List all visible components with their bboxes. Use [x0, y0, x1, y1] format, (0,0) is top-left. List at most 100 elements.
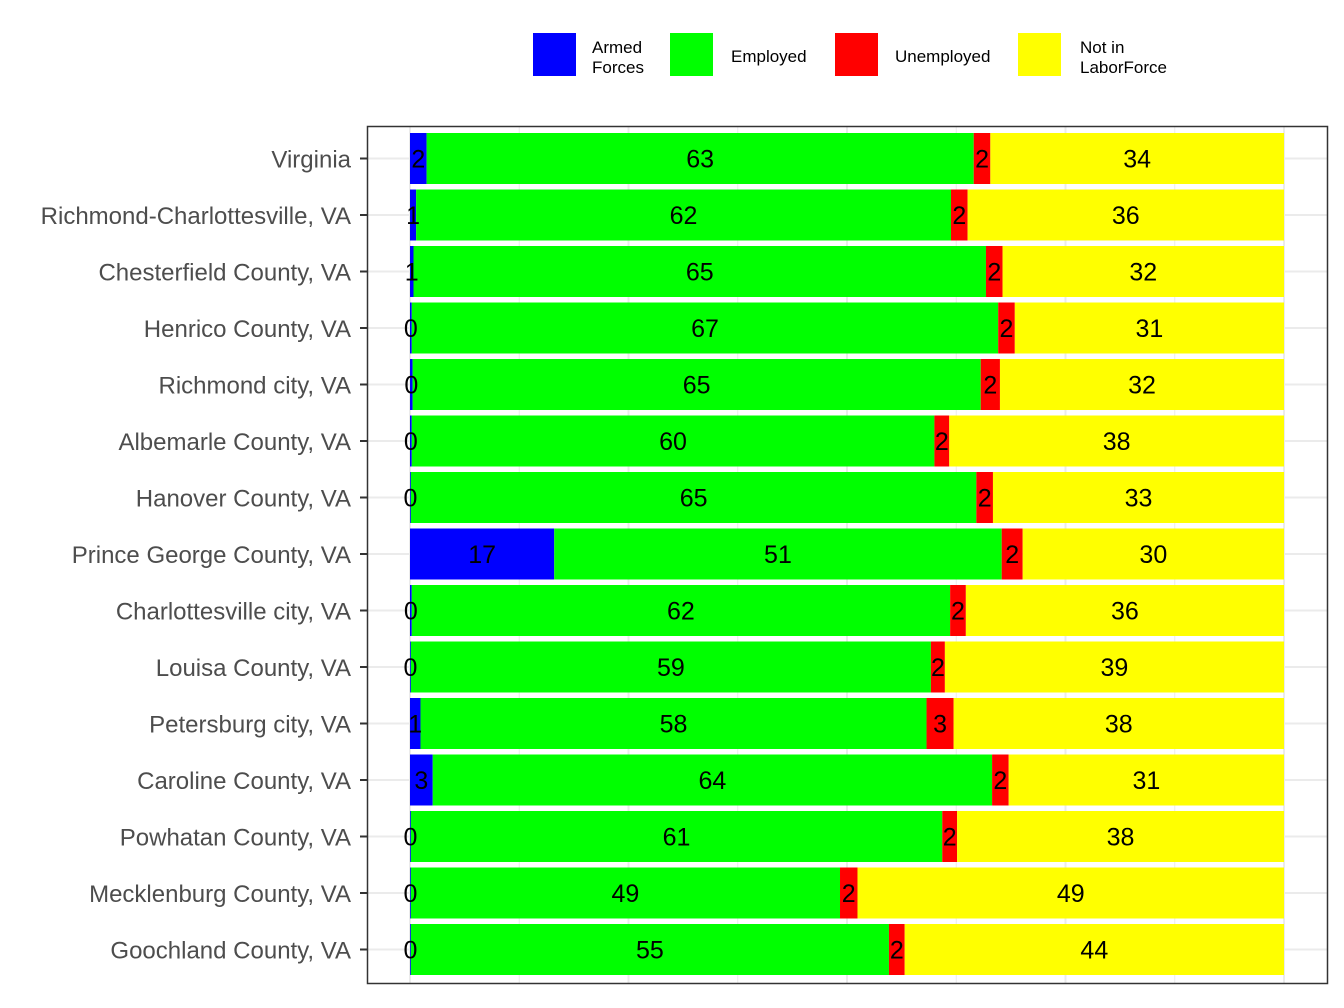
data-label-armed-forces: 17 [468, 541, 496, 569]
data-label-not-in-labor-force: 34 [1123, 146, 1151, 174]
bar-segment-unemployed [926, 698, 954, 749]
data-label-not-in-labor-force: 39 [1101, 654, 1129, 682]
bar-segment-not-in-labor-force [990, 133, 1284, 184]
bar-segment-armed-forces [410, 528, 555, 580]
data-label-unemployed: 2 [943, 824, 957, 852]
data-label-not-in-labor-force: 33 [1125, 485, 1153, 513]
data-label-unemployed: 2 [951, 598, 965, 626]
data-label-not-in-labor-force: 44 [1080, 937, 1108, 965]
y-tick-label: Caroline County, VA [137, 768, 351, 795]
data-label-armed-forces: 0 [403, 654, 417, 682]
data-label-unemployed: 2 [842, 880, 856, 908]
bar-segment-not-in-labor-force [965, 585, 1284, 636]
y-tick-label: Albemarle County, VA [118, 429, 351, 456]
bar-segment-employed [416, 189, 952, 241]
bar-segment-employed [554, 528, 1002, 580]
data-label-employed: 64 [698, 767, 726, 795]
y-tick-label: Powhatan County, VA [120, 825, 351, 852]
bar-segment-armed-forces [410, 867, 411, 919]
y-tick-label: Hanover County, VA [136, 486, 351, 513]
bar-segment-armed-forces [410, 415, 412, 467]
bar-segment-employed [410, 472, 977, 523]
data-label-not-in-labor-force: 38 [1107, 824, 1135, 852]
data-label-not-in-labor-force: 31 [1132, 767, 1160, 795]
bar-segment-unemployed [930, 641, 945, 693]
data-label-not-in-labor-force: 30 [1139, 541, 1167, 569]
bar-segment-armed-forces [410, 302, 412, 354]
data-label-unemployed: 2 [975, 146, 989, 174]
data-label-armed-forces: 0 [404, 598, 418, 626]
bar-segment-employed [410, 811, 943, 862]
bar-segment-employed [426, 133, 974, 184]
bar-segment-unemployed [840, 867, 858, 919]
legend-swatch-employed [670, 33, 713, 76]
bar-segment-unemployed [992, 754, 1009, 806]
bar-segment-unemployed [998, 302, 1015, 354]
y-tick-label: Virginia [271, 147, 351, 174]
bar-segment-unemployed [985, 246, 1003, 297]
bar-segment-unemployed [976, 472, 993, 523]
y-axis: Virginia Richmond-Charlottesville, VA Ches… [41, 147, 368, 965]
bar-segment-unemployed [973, 133, 991, 184]
bar-segment-unemployed [950, 585, 966, 636]
data-label-not-in-labor-force: 31 [1135, 315, 1163, 343]
data-label-unemployed: 2 [935, 428, 949, 456]
data-label-armed-forces: 0 [404, 428, 418, 456]
data-label-employed: 55 [636, 937, 664, 965]
y-tick-label: Richmond-Charlottesville, VA [41, 203, 351, 230]
data-label-unemployed: 2 [931, 654, 945, 682]
bar-segment-unemployed [951, 189, 968, 241]
bar-segment-not-in-labor-force [1014, 302, 1284, 354]
data-label-not-in-labor-force: 36 [1112, 202, 1140, 230]
bar-segment-not-in-labor-force [967, 189, 1284, 241]
bar-segment-not-in-labor-force [999, 359, 1284, 410]
legend-swatch-unemployed [835, 33, 878, 76]
data-label-employed: 62 [670, 202, 698, 230]
bar-segment-armed-forces [410, 641, 411, 693]
bar-segment-armed-forces [410, 924, 411, 975]
bar-segment-armed-forces [410, 246, 414, 297]
data-label-not-in-labor-force: 32 [1129, 259, 1157, 287]
data-label-armed-forces: 1 [408, 711, 422, 739]
data-label-armed-forces: 0 [403, 937, 417, 965]
bar-segment-employed [410, 924, 889, 975]
data-label-unemployed: 2 [983, 372, 997, 400]
bar-segment-employed [412, 359, 981, 410]
bars [410, 133, 1284, 975]
bar-segment-employed [411, 585, 951, 636]
y-tick-label: Richmond city, VA [158, 373, 351, 400]
bar-segment-not-in-labor-force [1002, 246, 1284, 297]
data-label-employed: 61 [663, 824, 691, 852]
y-tick-label: Charlottesville city, VA [116, 599, 351, 626]
data-label-employed: 62 [667, 598, 695, 626]
data-label-employed: 49 [612, 880, 640, 908]
bar-segment-unemployed [980, 359, 1000, 410]
y-tick-label: Henrico County, VA [144, 316, 351, 343]
bar-segment-not-in-labor-force [957, 811, 1284, 862]
bar-segment-armed-forces [410, 811, 411, 862]
data-label-armed-forces: 0 [404, 372, 418, 400]
legend-label-unemployed: Unemployed [895, 47, 990, 66]
bar-segment-unemployed [942, 811, 958, 862]
legend-label-not-in-labor-force: Not in LaborForce [1080, 38, 1167, 77]
data-label-not-in-labor-force: 38 [1105, 711, 1133, 739]
data-label-unemployed: 2 [1000, 315, 1014, 343]
data-label-not-in-labor-force: 38 [1103, 428, 1131, 456]
bar-labels: 2 63 2 341 62 2 361 65 2 320 67 2 310 65 2 320 60 2 380 65 2… [403, 146, 1167, 965]
bar-segment-employed [413, 246, 986, 297]
bar-segment-employed [420, 698, 927, 749]
legend-label-employed: Employed [731, 47, 807, 66]
y-tick-label: Mecklenburg County, VA [89, 881, 351, 908]
data-label-unemployed: 2 [890, 937, 904, 965]
data-label-armed-forces: 0 [403, 824, 417, 852]
data-label-employed: 65 [683, 372, 711, 400]
bar-segment-unemployed [934, 415, 950, 467]
bar-segment-not-in-labor-force [857, 867, 1284, 919]
data-label-not-in-labor-force: 32 [1128, 372, 1156, 400]
bar-segment-armed-forces [410, 189, 417, 241]
bar-segment-not-in-labor-force [953, 698, 1284, 749]
data-label-armed-forces: 0 [403, 880, 417, 908]
bar-segment-unemployed [1001, 528, 1023, 580]
data-label-armed-forces: 3 [414, 767, 428, 795]
